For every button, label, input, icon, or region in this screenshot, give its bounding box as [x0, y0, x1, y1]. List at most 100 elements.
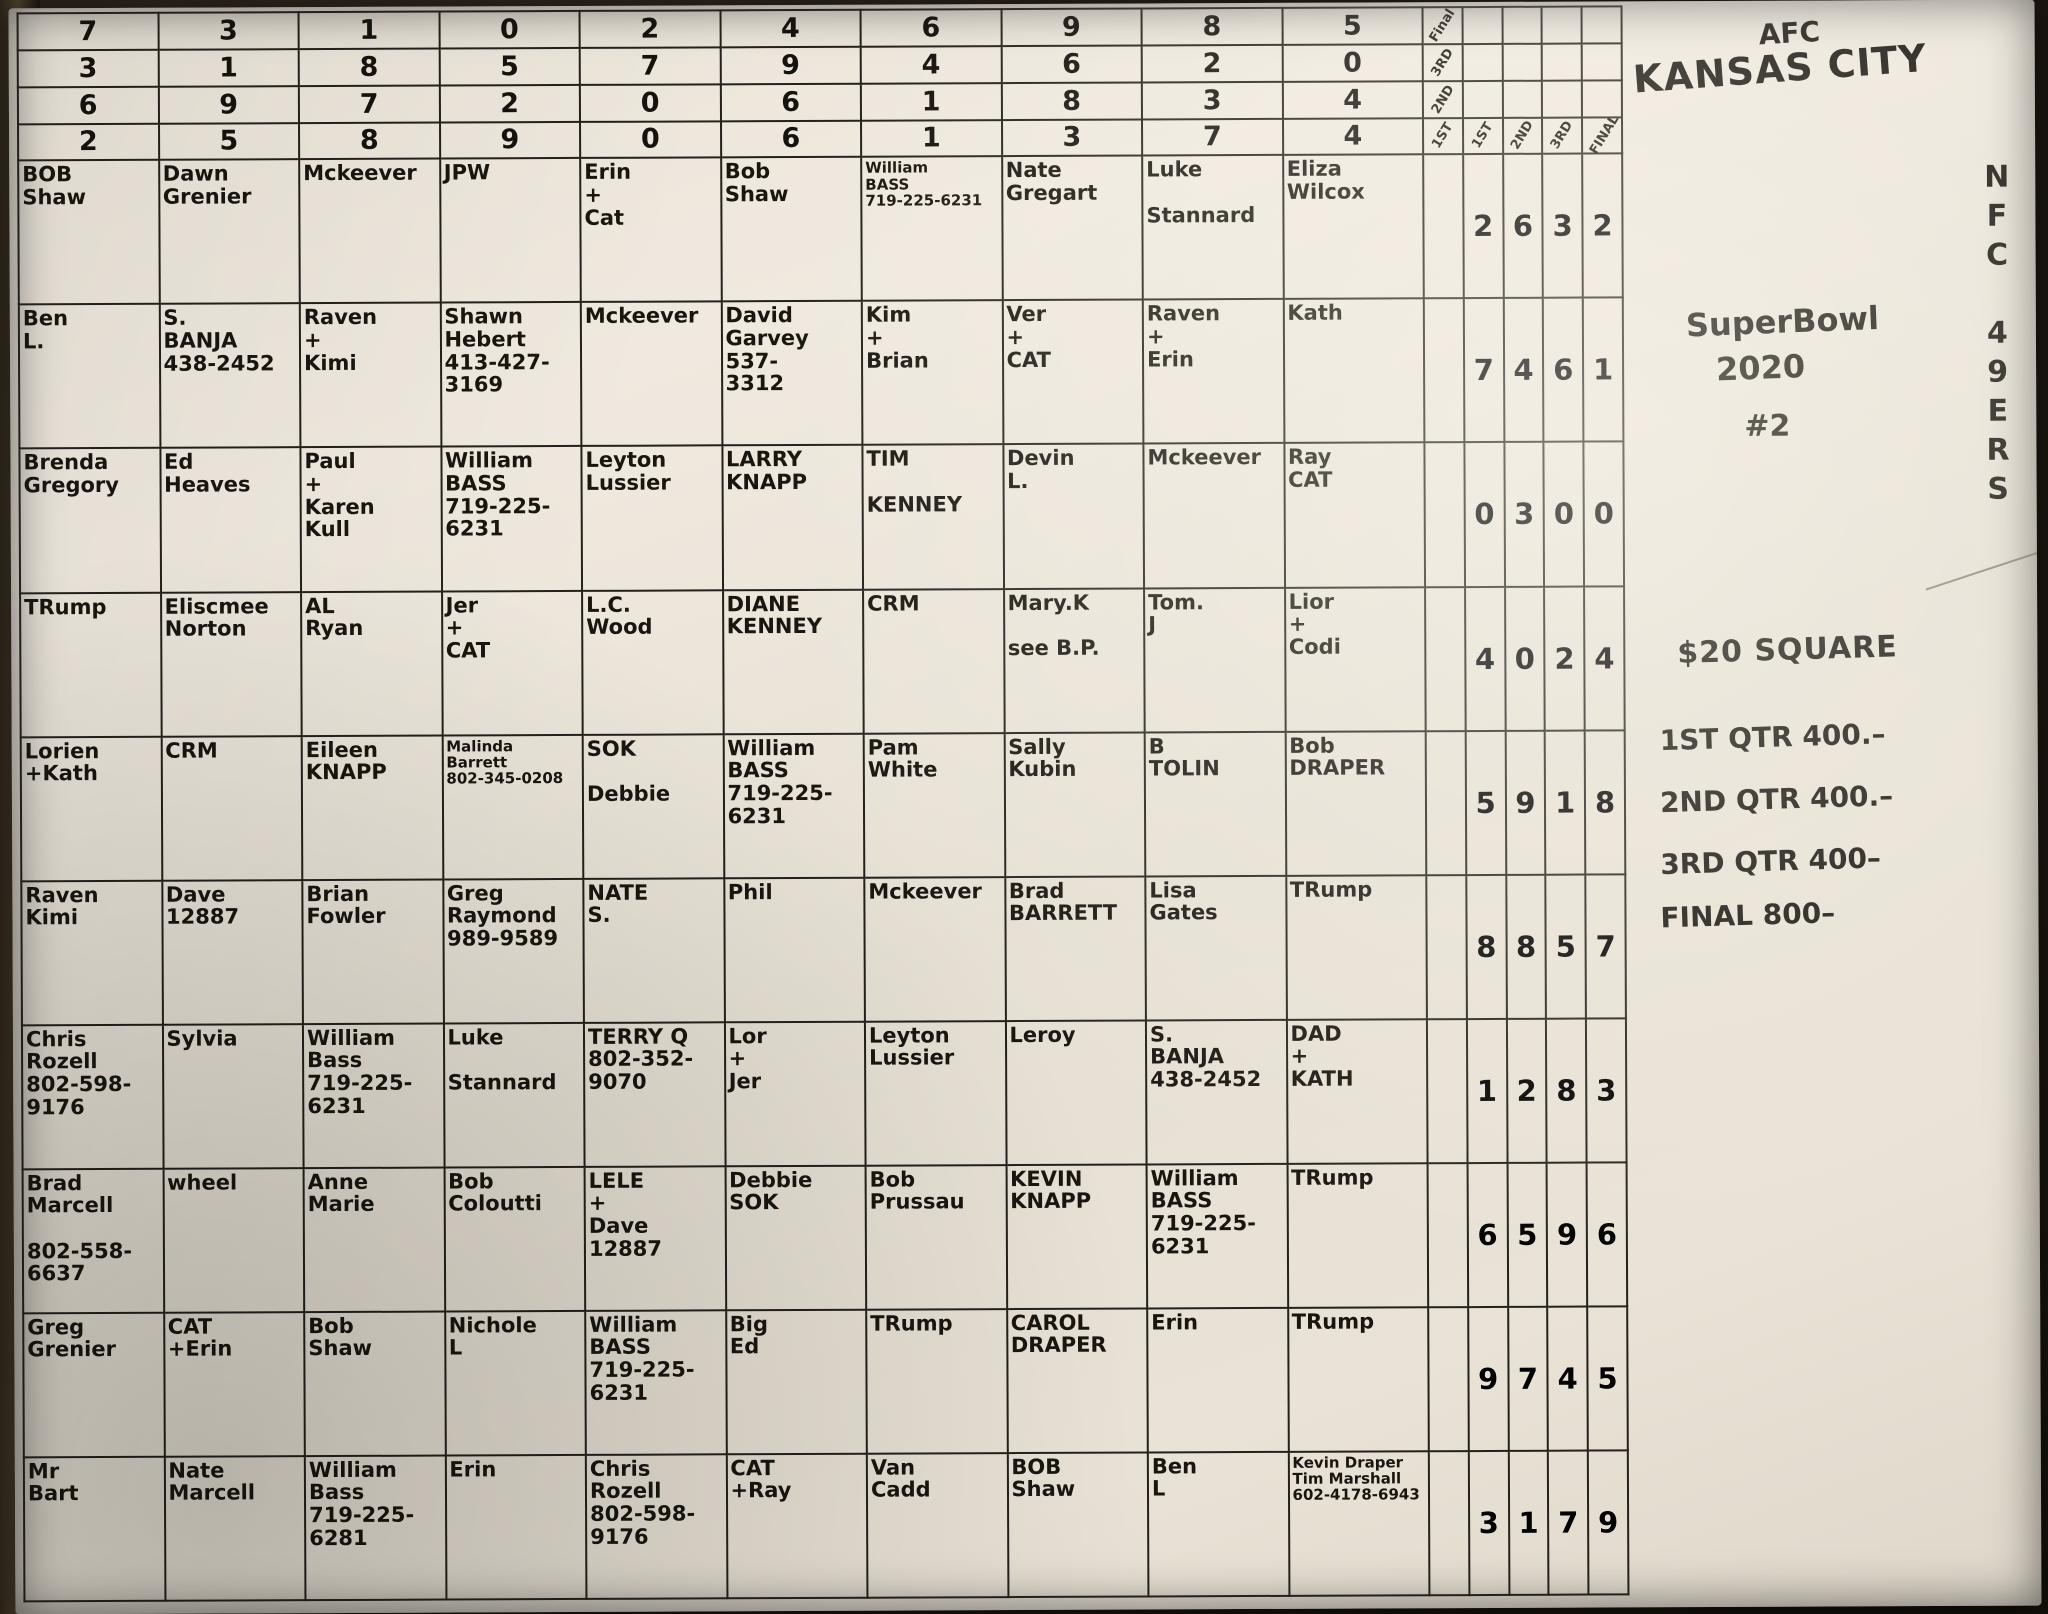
- square-cell[interactable]: Raven + Kimi: [299, 302, 441, 448]
- square-cell[interactable]: Mckeever: [864, 876, 1006, 1022]
- square-cell[interactable]: Kevin Draper Tim Marshall 602-4178-6943: [1288, 1451, 1430, 1596]
- square-cell[interactable]: David Garvey 537- 3312: [721, 301, 863, 446]
- square-cell[interactable]: Ben L: [1147, 1451, 1289, 1597]
- square-cell[interactable]: Leyton Lussier: [581, 445, 723, 591]
- square-cell[interactable]: Mary.K see B.P.: [1003, 587, 1145, 733]
- square-cell[interactable]: Chris Rozell 802-598-9176: [21, 1024, 164, 1170]
- square-cell[interactable]: JPW: [439, 158, 581, 303]
- square-cell[interactable]: TRump: [1287, 1306, 1429, 1452]
- square-cell[interactable]: TRump: [866, 1308, 1008, 1454]
- square-cell[interactable]: LARRY KNAPP: [721, 445, 864, 590]
- square-cell[interactable]: Brad BARRETT: [1004, 876, 1146, 1021]
- square-cell[interactable]: Raven + Erin: [1142, 299, 1284, 444]
- square-cell[interactable]: CRM: [863, 588, 1005, 734]
- square-cell[interactable]: Leroy: [1005, 1020, 1147, 1165]
- square-cell[interactable]: William BASS 719-225-6231: [585, 1310, 727, 1455]
- square-cell[interactable]: BOB Shaw: [1007, 1452, 1149, 1598]
- square-cell[interactable]: Brenda Gregory: [19, 448, 161, 593]
- square-cell[interactable]: Paul + Karen Kull: [300, 447, 442, 592]
- square-cell[interactable]: Lorien +Kath: [20, 736, 162, 881]
- square-cell[interactable]: Bob Prussau: [865, 1164, 1007, 1310]
- square-cell[interactable]: Phil: [723, 877, 865, 1022]
- square-cell[interactable]: Kim + Brian: [861, 300, 1003, 446]
- square-cell[interactable]: TERRY Q 802-352-9070: [583, 1021, 726, 1167]
- square-cell[interactable]: William Bass 719-225-6231: [302, 1023, 445, 1168]
- square-cell[interactable]: Leyton Lussier: [864, 1020, 1007, 1166]
- square-cell[interactable]: Mckeever: [1143, 443, 1285, 588]
- square-cell[interactable]: S. BANJA 438-2452: [159, 303, 301, 449]
- square-cell[interactable]: Erin: [445, 1454, 587, 1600]
- square-cell[interactable]: Ver + CAT: [1002, 299, 1144, 445]
- square-cell[interactable]: William BASS 719-225-6231: [861, 156, 1003, 302]
- square-cell[interactable]: Kath: [1283, 298, 1425, 444]
- square-cell[interactable]: L.C. Wood: [582, 589, 724, 735]
- square-cell[interactable]: Ben L.: [18, 304, 160, 449]
- square-cell[interactable]: BOB Shaw: [18, 160, 160, 305]
- square-cell[interactable]: TRump: [1285, 874, 1427, 1020]
- square-cell[interactable]: Bob Shaw: [720, 157, 862, 302]
- square-cell[interactable]: Mckeever: [299, 158, 441, 304]
- square-cell[interactable]: Jer + CAT: [441, 590, 583, 736]
- square-cell[interactable]: Ray CAT: [1283, 442, 1426, 588]
- square-cell[interactable]: S. BANJA 438-2452: [1145, 1019, 1288, 1165]
- square-cell[interactable]: William BASS 719-225-6231: [440, 446, 583, 592]
- square-cell[interactable]: Lor + Jer: [724, 1021, 866, 1167]
- square-cell[interactable]: SOK Debbie: [582, 733, 724, 879]
- square-cell[interactable]: Greg Grenier: [23, 1312, 165, 1458]
- square-cell[interactable]: Debbie SOK: [725, 1165, 867, 1311]
- square-cell[interactable]: Bob Shaw: [304, 1311, 446, 1456]
- square-cell[interactable]: Greg Raymond 989-9589: [442, 878, 584, 1024]
- square-cell[interactable]: Devin L.: [1002, 443, 1145, 589]
- square-cell[interactable]: Sally Kubin: [1004, 732, 1146, 877]
- square-cell[interactable]: wheel: [163, 1167, 305, 1313]
- square-cell[interactable]: Pam White: [863, 732, 1005, 878]
- square-cell[interactable]: Erin + Cat: [580, 157, 722, 303]
- square-cell[interactable]: Luke Stannard: [443, 1022, 585, 1168]
- square-cell[interactable]: B TOLIN: [1144, 731, 1286, 877]
- square-cell[interactable]: Lisa Gates: [1145, 875, 1287, 1021]
- square-cell[interactable]: William Bass 719-225-6281: [304, 1455, 446, 1601]
- square-cell[interactable]: LELE + Dave 12887: [584, 1166, 726, 1311]
- square-cell[interactable]: Bob Coloutti: [444, 1166, 586, 1312]
- square-cell[interactable]: DIANE KENNEY: [722, 589, 864, 734]
- square-cell[interactable]: Sylvia: [162, 1023, 304, 1169]
- square-cell[interactable]: Tom. J: [1144, 587, 1286, 733]
- square-cell[interactable]: William BASS 719-225-6231: [723, 733, 865, 878]
- square-cell[interactable]: CAT +Ray: [726, 1453, 868, 1599]
- square-cell[interactable]: NATE S.: [583, 877, 725, 1023]
- square-cell[interactable]: CRM: [161, 735, 303, 881]
- square-cell[interactable]: DAD + KATH: [1286, 1018, 1428, 1164]
- square-cell[interactable]: Nate Marcell: [164, 1455, 306, 1601]
- square-cell[interactable]: Mr Bart: [23, 1456, 165, 1602]
- square-cell[interactable]: William BASS 719-225-6231: [1146, 1163, 1288, 1309]
- square-cell[interactable]: Dawn Grenier: [158, 159, 300, 305]
- square-cell[interactable]: AL Ryan: [301, 591, 443, 736]
- square-cell[interactable]: TRump: [1287, 1162, 1429, 1308]
- square-cell[interactable]: Shawn Hebert 413-427-3169: [440, 302, 582, 448]
- square-cell[interactable]: Luke Stannard: [1142, 155, 1284, 300]
- square-cell[interactable]: Van Cadd: [866, 1452, 1008, 1598]
- square-cell[interactable]: KEVIN KNAPP: [1006, 1164, 1148, 1309]
- square-cell[interactable]: Erin: [1147, 1307, 1289, 1453]
- square-cell[interactable]: Brad Marcell 802-558-6637: [22, 1168, 164, 1314]
- square-cell[interactable]: Brian Fowler: [302, 879, 444, 1024]
- square-cell[interactable]: Bob DRAPER: [1285, 730, 1427, 876]
- square-cell[interactable]: Lior + Codi: [1284, 586, 1426, 732]
- square-cell[interactable]: Eliscmee Norton: [160, 591, 302, 737]
- square-cell[interactable]: Chris Rozell 802-598-9176: [585, 1454, 727, 1599]
- square-cell[interactable]: Eliza Wilcox: [1282, 154, 1424, 300]
- square-cell[interactable]: Mckeever: [580, 301, 722, 447]
- square-cell[interactable]: TRump: [20, 592, 162, 737]
- square-cell[interactable]: Eileen KNAPP: [301, 735, 443, 880]
- square-cell[interactable]: Nichole L: [444, 1310, 586, 1456]
- square-cell[interactable]: Nate Gregart: [1001, 155, 1143, 301]
- square-cell[interactable]: Malinda Barrett 802-345-0208: [442, 734, 584, 880]
- square-cell[interactable]: Raven Kimi: [21, 880, 163, 1026]
- square-cell[interactable]: Big Ed: [725, 1309, 867, 1455]
- square-cell[interactable]: Ed Heaves: [159, 447, 302, 593]
- square-cell[interactable]: TIM KENNEY: [862, 444, 1004, 590]
- square-cell[interactable]: Dave 12887: [161, 879, 303, 1025]
- square-cell[interactable]: CAROL DRAPER: [1006, 1308, 1148, 1453]
- square-cell[interactable]: CAT +Erin: [163, 1311, 305, 1457]
- square-cell[interactable]: Anne Marie: [303, 1167, 445, 1312]
